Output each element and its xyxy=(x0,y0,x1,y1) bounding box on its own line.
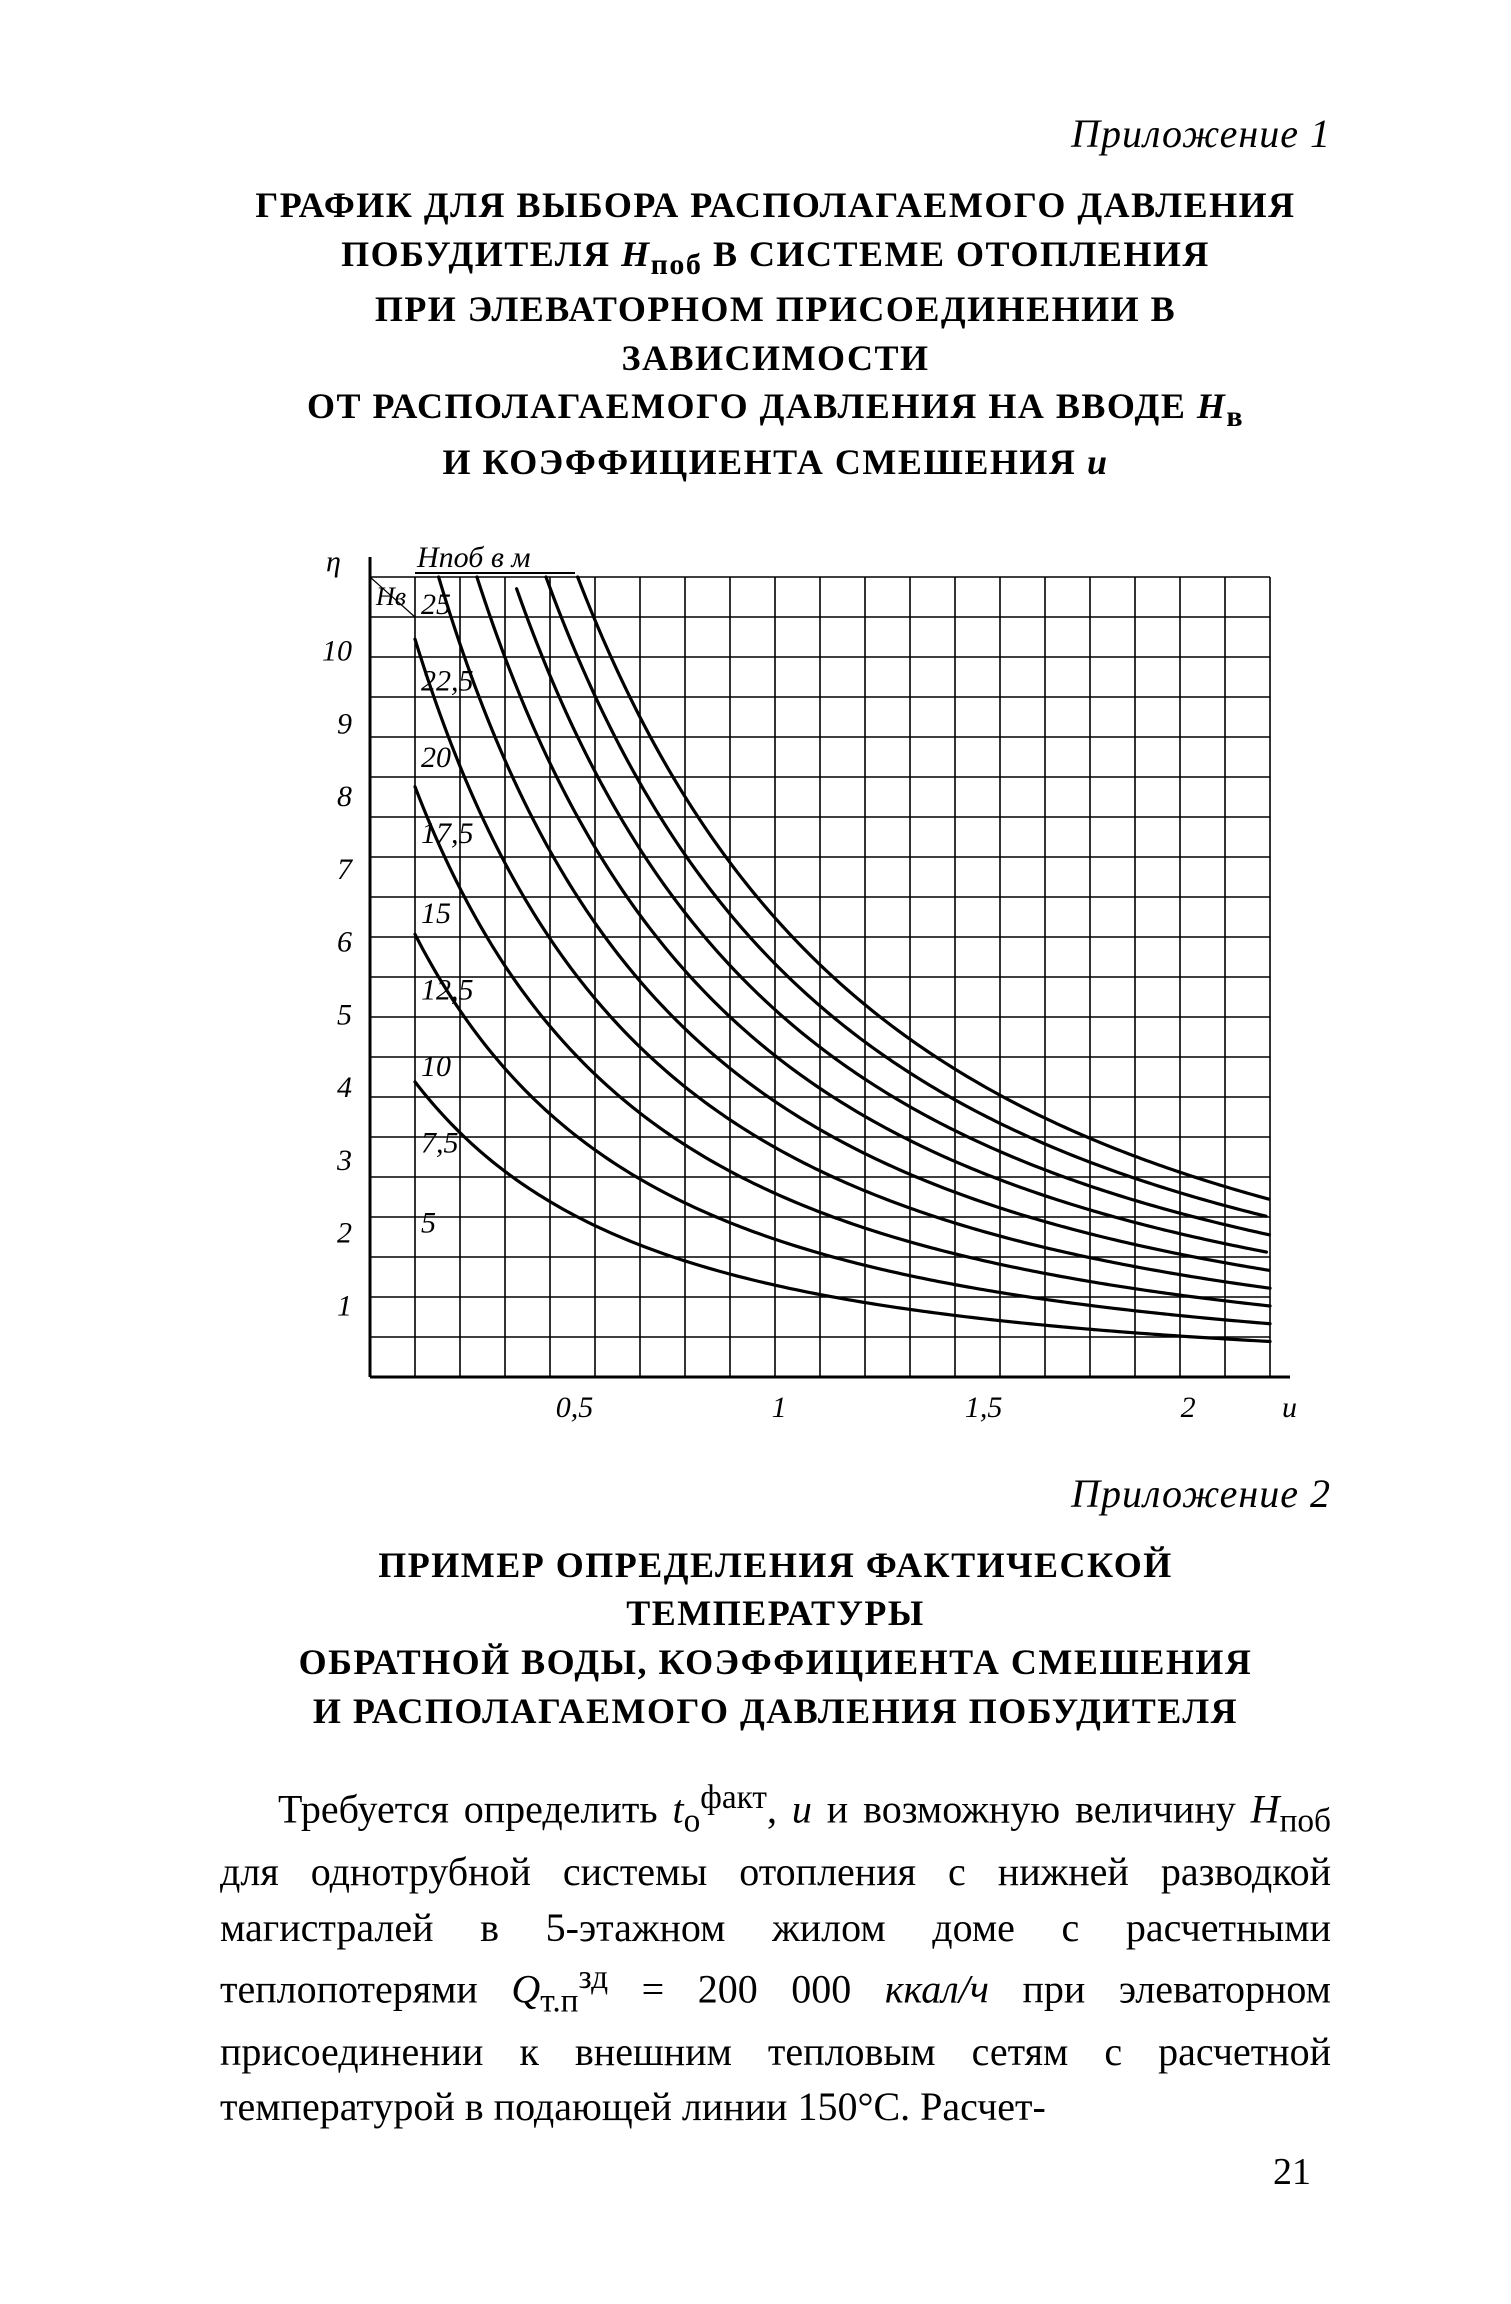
appendix2-title: ПРИМЕР ОПРЕДЕЛЕНИЯ ФАКТИЧЕСКОЙ ТЕМПЕРАТУ… xyxy=(236,1541,1316,1735)
appendix2-paragraph: Требуется определить tофакт, u и возможн… xyxy=(220,1775,1331,2134)
svg-text:5: 5 xyxy=(337,998,352,1031)
svg-text:7,5: 7,5 xyxy=(421,1126,459,1159)
svg-text:7: 7 xyxy=(337,853,354,886)
chart-container: 2522,52017,51512,5107,55123456789100,511… xyxy=(240,527,1320,1452)
svg-text:15: 15 xyxy=(421,897,451,930)
svg-text:8: 8 xyxy=(337,780,352,813)
svg-text:0,5: 0,5 xyxy=(556,1391,594,1424)
svg-text:Hпоб в м: Hпоб в м xyxy=(416,541,531,574)
svg-text:2: 2 xyxy=(1181,1391,1196,1424)
page-number: 21 xyxy=(1273,2150,1311,2194)
svg-text:1: 1 xyxy=(337,1289,352,1322)
appendix2-label: Приложение 2 xyxy=(220,1470,1331,1517)
svg-text:20: 20 xyxy=(421,741,451,774)
appendix1-label: Приложение 1 xyxy=(220,110,1331,157)
svg-text:2: 2 xyxy=(337,1216,352,1249)
appendix1-title: ГРАФИК ДЛЯ ВЫБОРА РАСПОЛАГАЕМОГО ДАВЛЕНИ… xyxy=(236,181,1316,487)
svg-text:10: 10 xyxy=(421,1050,451,1083)
page: Приложение 1 ГРАФИК ДЛЯ ВЫБОРА РАСПОЛАГА… xyxy=(0,0,1511,2304)
svg-text:9: 9 xyxy=(337,707,352,740)
svg-text:η: η xyxy=(326,545,341,578)
svg-text:5: 5 xyxy=(421,1206,436,1239)
chart-svg: 2522,52017,51512,5107,55123456789100,511… xyxy=(240,527,1320,1447)
svg-text:10: 10 xyxy=(322,634,352,667)
svg-text:1,5: 1,5 xyxy=(965,1391,1003,1424)
svg-text:1: 1 xyxy=(772,1391,787,1424)
svg-text:4: 4 xyxy=(337,1071,352,1104)
svg-text:u: u xyxy=(1282,1391,1297,1424)
svg-text:6: 6 xyxy=(337,925,352,958)
svg-text:3: 3 xyxy=(336,1144,352,1177)
